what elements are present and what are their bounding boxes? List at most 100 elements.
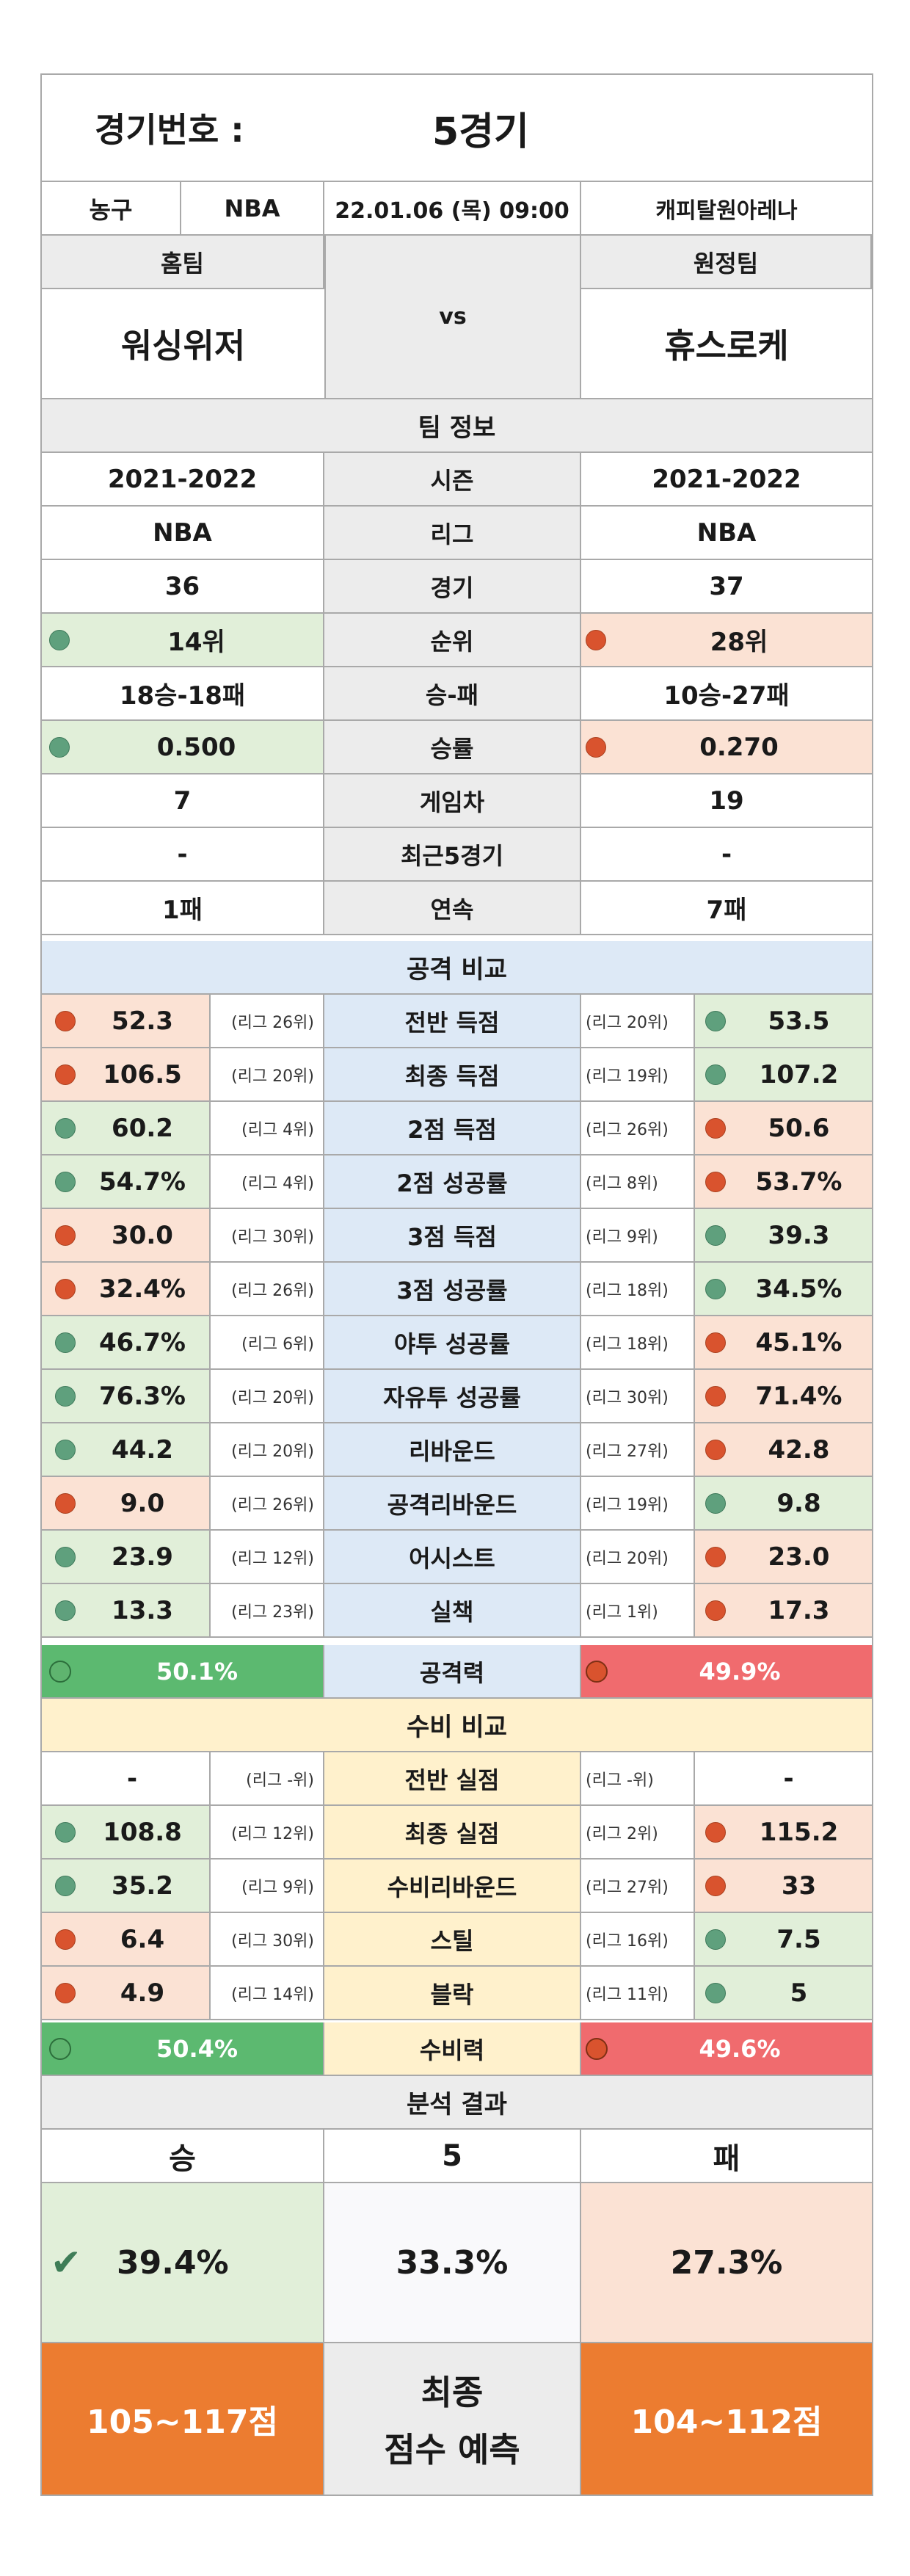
attack-label: 야투 성공률 [324,1316,581,1370]
defense-row: 108.8 (리그 12위) 최종 실점 (리그 2위) 115.2 [42,1806,872,1860]
attack-home-value: 60.2 [112,1113,173,1143]
result-title: 분석 결과 [42,2076,872,2130]
draw-label: 5 [324,2130,581,2183]
attack-home-dot [55,1010,76,1031]
attack-home-dot [55,1385,76,1407]
home-attack-power: 50.1% [42,1645,324,1699]
attack-home-value: 32.4% [99,1274,186,1304]
attack-label: 전반 득점 [324,995,581,1048]
defense-home-value: - [126,1763,138,1793]
attack-row: 23.9 (리그 12위) 어시스트 (리그 20위) 23.0 [42,1531,872,1584]
home-defense-power: 50.4% [42,2022,324,2076]
attack-home-value-cell: 44.2 [42,1423,211,1477]
attack-away-value: 107.2 [759,1059,839,1089]
attack-away-dot [705,1278,726,1299]
defense-power-label: 수비력 [324,2022,581,2076]
attack-home-rank: (리그 4위) [211,1102,324,1155]
attack-row: 44.2 (리그 20위) 리바운드 (리그 27위) 42.8 [42,1423,872,1477]
sport-cell: 농구 [42,182,181,236]
team-info-label: 최근5경기 [324,828,581,882]
attack-home-value: 76.3% [99,1381,186,1411]
attack-away-value-cell: 42.8 [695,1423,872,1477]
attack-home-value-cell: 106.5 [42,1048,211,1102]
away-team-name: 휴스로케 [581,289,872,399]
defense-home-dot [55,1929,76,1950]
defense-away-value: 7.5 [776,1924,821,1954]
attack-away-rank: (리그 9위) [581,1209,695,1263]
defense-home-dot [55,1821,76,1843]
final-score-label: 최종 점수 예측 [324,2343,581,2495]
team-info-away-cell: 10승-27패 [581,667,872,721]
attack-home-value-cell: 23.9 [42,1531,211,1584]
home-team-name: 워싱위저 [42,289,324,399]
attack-away-value: 9.8 [776,1488,821,1518]
attack-home-value: 52.3 [112,1006,173,1036]
team-info-label: 순위 [324,614,581,667]
teams-row: 홈팀 워싱위저 vs 원정팀 휴스로케 [42,236,872,399]
attack-away-rank: (리그 27위) [581,1423,695,1477]
final-label-1: 최종 [421,2373,484,2412]
attack-home-value: 44.2 [112,1434,173,1465]
home-score-range: 105~117점 [42,2343,324,2495]
defense-row: 4.9 (리그 14위) 블락 (리그 11위) 5 [42,1967,872,2020]
defense-home-rank: (리그 14위) [211,1967,324,2020]
team-info-away-cell: 28위 [581,614,872,667]
attack-home-rank: (리그 26위) [211,1263,324,1316]
team-info-label: 시즌 [324,453,581,507]
team-info-label: 리그 [324,507,581,560]
team-info-away-cell: - [581,828,872,882]
team-info-title-row: 팀 정보 [42,399,872,453]
result-title-row: 분석 결과 [42,2076,872,2130]
team-info-away-dot [586,629,606,650]
attack-row: 46.7% (리그 6위) 야투 성공률 (리그 18위) 45.1% [42,1316,872,1370]
attack-home-value-cell: 32.4% [42,1263,211,1316]
attack-home-value-cell: 46.7% [42,1316,211,1370]
attack-home-value: 46.7% [99,1327,186,1357]
attack-home-value-cell: 13.3 [42,1584,211,1638]
win-pct: 39.4% [117,2243,229,2282]
attack-away-rank: (리그 1위) [581,1584,695,1638]
defense-away-value-cell: 33 [695,1860,872,1913]
team-info-away-value: 28위 [710,628,768,657]
team-info-home-cell: 36 [42,560,324,614]
venue-cell: 캐피탈원아레나 [581,182,872,236]
attack-label: 최종 득점 [324,1048,581,1102]
defense-away-value-cell: 7.5 [695,1913,872,1967]
league-cell: NBA [181,182,324,236]
defense-away-value-cell: 115.2 [695,1806,872,1860]
attack-home-rank: (리그 20위) [211,1423,324,1477]
team-info-home-cell: 0.500 [42,721,324,774]
attack-row: 9.0 (리그 26위) 공격리바운드 (리그 19위) 9.8 [42,1477,872,1531]
team-info-away-value: 19 [709,786,744,816]
team-info-label: 게임차 [324,774,581,828]
win-pct-cell: ✔ 39.4% [42,2183,324,2343]
attack-away-value-cell: 23.0 [695,1531,872,1584]
team-info-row: 36 경기 37 [42,560,872,614]
attack-away-dot [705,1224,726,1246]
away-label: 원정팀 [581,236,872,289]
attack-home-value-cell: 9.0 [42,1477,211,1531]
info-row: 농구 NBA 22.01.06 (목) 09:00 캐피탈원아레나 [42,182,872,236]
win-label: 승 [42,2130,324,2183]
defense-home-value: 108.8 [103,1817,182,1847]
attack-home-dot [55,1117,76,1139]
attack-home-value: 54.7% [99,1167,186,1197]
attack-away-value: 34.5% [755,1274,842,1304]
defense-away-value: 115.2 [759,1817,839,1847]
attack-home-dot [55,1224,76,1246]
team-info-home-value: 0.500 [156,732,236,762]
team-info-away-value: - [721,839,732,869]
attack-away-rank: (리그 18위) [581,1316,695,1370]
attack-home-value: 9.0 [120,1488,165,1518]
attack-away-value: 17.3 [768,1595,830,1625]
defense-label: 스틸 [324,1913,581,1967]
defense-away-dot [705,1875,726,1896]
attack-home-dot [55,1278,76,1299]
defense-away-value: 33 [781,1871,817,1901]
attack-title-row: 공격 비교 [42,941,872,995]
attack-away-value-cell: 17.3 [695,1584,872,1638]
attack-away-dot [705,1117,726,1139]
team-info-home-dot [49,736,70,758]
defense-home-value: 4.9 [120,1978,165,2008]
attack-home-value-cell: 54.7% [42,1155,211,1209]
